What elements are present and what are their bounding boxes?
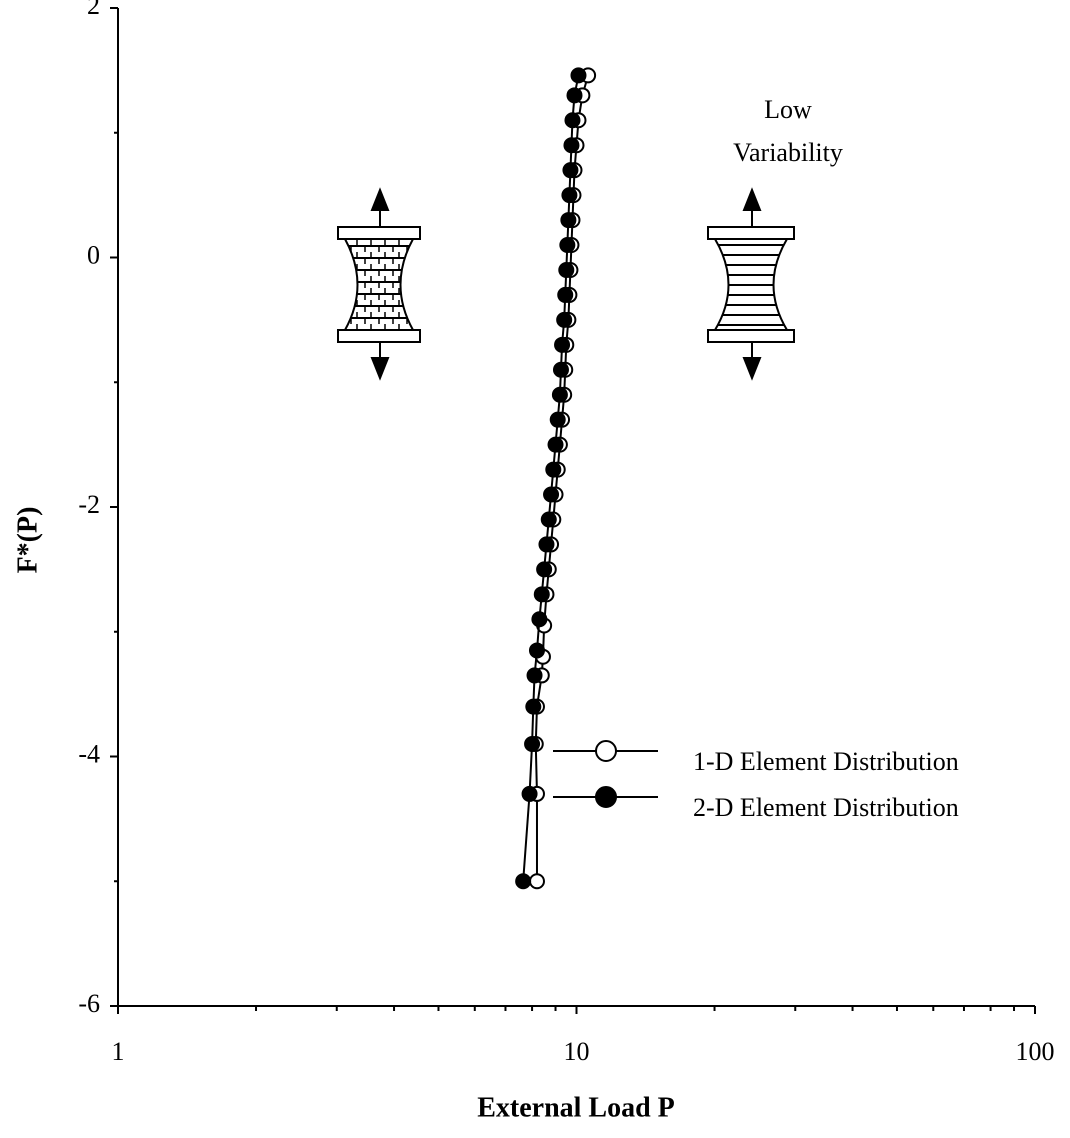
data-point: [570, 67, 587, 84]
data-point: [528, 642, 545, 659]
y-tick-label: -2: [78, 490, 100, 519]
data-point: [545, 461, 562, 478]
data-point: [538, 536, 555, 553]
legend-marker: [595, 786, 617, 808]
data-point: [566, 87, 583, 104]
data-point: [536, 561, 553, 578]
specimen-icon-2d: [337, 187, 421, 381]
y-tick-label: -4: [78, 739, 100, 768]
data-point: [551, 386, 568, 403]
data-point: [556, 311, 573, 328]
data-point: [554, 336, 571, 353]
data-point: [561, 187, 578, 204]
data-point: [528, 873, 545, 890]
annotation: Low: [764, 95, 812, 124]
legend-marker: [595, 740, 617, 762]
x-tick-label: 10: [564, 1037, 590, 1066]
data-point: [557, 286, 574, 303]
data-point: [558, 261, 575, 278]
data-point: [549, 411, 566, 428]
data-point: [543, 486, 560, 503]
data-point: [540, 511, 557, 528]
data-point: [525, 698, 542, 715]
x-axis-title: External Load P: [477, 1092, 675, 1123]
data-point: [547, 436, 564, 453]
specimen-icon-1d: [707, 187, 795, 381]
y-tick-label: 2: [87, 0, 100, 20]
y-tick-label: -6: [78, 989, 100, 1018]
data-point: [560, 212, 577, 229]
y-tick-label: 0: [87, 240, 100, 269]
data-point: [533, 586, 550, 603]
data-point: [552, 361, 569, 378]
data-point: [521, 785, 538, 802]
data-point: [524, 736, 541, 753]
legend-label: 2-D Element Distribution: [693, 793, 959, 822]
y-axis-title: F*(P): [12, 507, 43, 574]
data-point: [526, 667, 543, 684]
data-point: [515, 873, 532, 890]
data-point: [559, 237, 576, 254]
data-point: [562, 162, 579, 179]
annotation: Variability: [733, 138, 843, 167]
legend-label: 1-D Element Distribution: [693, 747, 959, 776]
x-tick-label: 100: [1016, 1037, 1055, 1066]
data-point: [564, 112, 581, 129]
data-point: [531, 611, 548, 628]
x-tick-label: 1: [112, 1037, 125, 1066]
data-point: [563, 137, 580, 154]
